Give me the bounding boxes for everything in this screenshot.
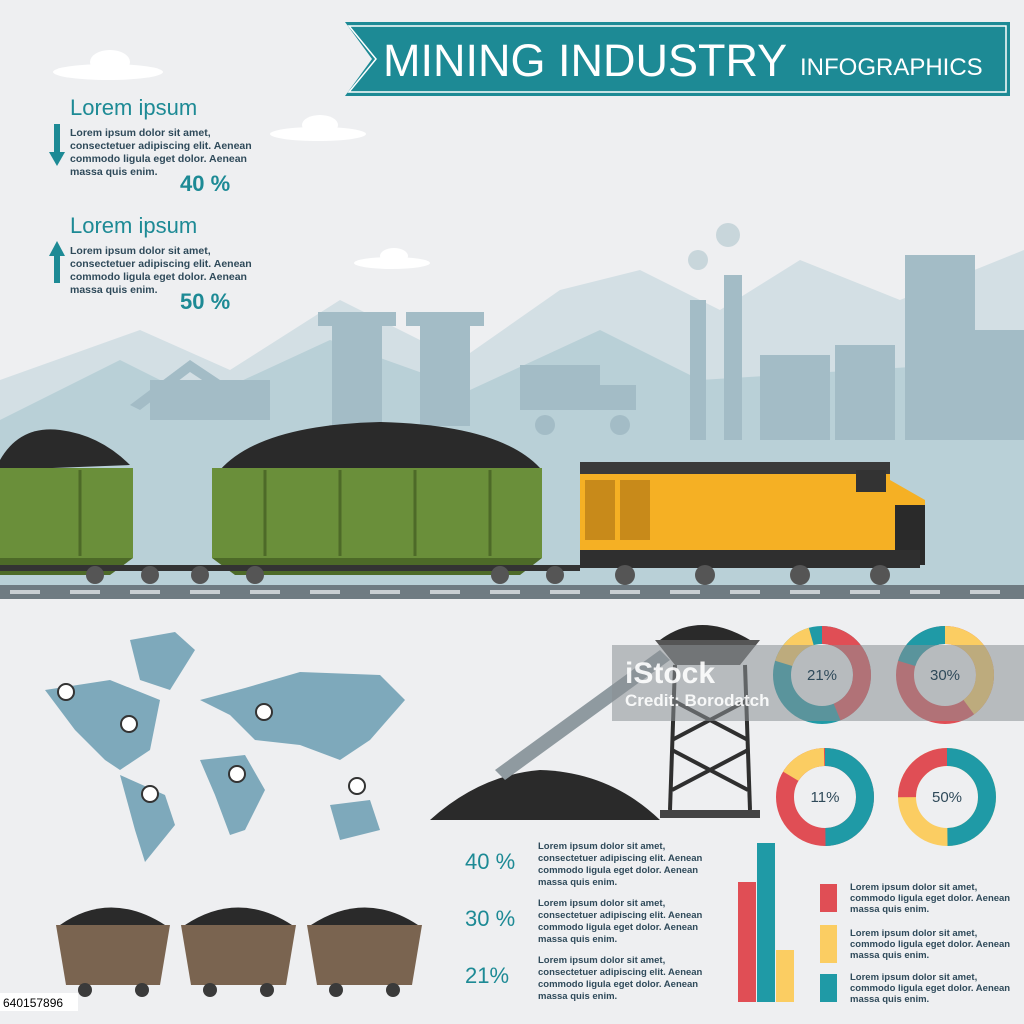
legend-text: Lorem ipsum dolor sit amet, [850,928,977,939]
world-map [45,632,405,862]
legend-swatches [820,884,837,1002]
watermark-band [612,645,1024,721]
stat-text: Lorem ipsum dolor sit amet, [70,245,211,257]
donut-label: 11% [811,789,840,806]
stat-text: commodo ligula eget dolor. Aenean [70,271,247,283]
note-text: consectetuer adipiscing elit. Aenean [538,967,703,978]
stat-title: Lorem ipsum [70,95,197,120]
bar-graphic [738,843,794,1002]
stat-text: massa quis enim. [70,166,158,178]
subtitle: INFOGRAPHICS [800,54,983,81]
banner-border [347,25,1007,93]
title: MINING INDUSTRY [383,35,787,86]
note-text: commodo ligula eget dolor. Aenean [538,979,698,990]
legend-text: massa quis enim. [850,950,929,961]
stat-percent: 40 % [180,171,230,196]
legend-text: commodo ligula eget dolor. Aenean [850,893,1010,904]
stat-text: commodo ligula eget dolor. Aenean [70,153,247,165]
note-text: commodo ligula eget dolor. Aenean [538,922,698,933]
stat-text: consectetuer adipiscing elit. Aenean [70,140,252,152]
stat-percent: 50 % [180,289,230,314]
stat-text: consectetuer adipiscing elit. Aenean [70,258,252,270]
note-text: Lorem ipsum dolor sit amet, [538,898,665,909]
legend-text: commodo ligula eget dolor. Aenean [850,939,1010,950]
map-pins [57,683,366,803]
image-id: 640157896 [3,996,63,1010]
note-text: consectetuer adipiscing elit. Aenean [538,910,703,921]
note-percent: 21% [465,963,509,988]
id-box [0,993,78,1011]
donut-label: 21% [807,667,837,684]
legend-text: Lorem ipsum dolor sit amet, [850,882,977,893]
note-text: massa quis enim. [538,991,617,1002]
legend-text: Lorem ipsum dolor sit amet, [850,972,977,983]
note-text: consectetuer adipiscing elit. Aenean [538,853,703,864]
stat-text: massa quis enim. [70,284,158,296]
donut-label: 30% [930,667,960,684]
watermark-credit: Credit: Borodatch [625,691,770,710]
train [0,422,925,585]
clouds [53,50,430,269]
stat-title: Lorem ipsum [70,213,197,238]
note-text: Lorem ipsum dolor sit amet, [538,841,665,852]
mine-carts [56,907,422,997]
legend-text: massa quis enim. [850,994,929,1005]
note-text: commodo ligula eget dolor. Aenean [538,865,698,876]
stat-text: Lorem ipsum dolor sit amet, [70,127,211,139]
note-text: massa quis enim. [538,934,617,945]
arrows [49,124,65,283]
watermark-brand: iStock [625,657,715,690]
donut-label: 50% [932,789,962,806]
note-percent: 30 % [465,906,515,931]
legend-text: massa quis enim. [850,904,929,915]
note-text: Lorem ipsum dolor sit amet, [538,955,665,966]
note-percent: 40 % [465,849,515,874]
note-text: massa quis enim. [538,877,617,888]
track [0,585,1024,599]
legend-text: commodo ligula eget dolor. Aenean [850,983,1010,994]
banner [345,22,1010,96]
